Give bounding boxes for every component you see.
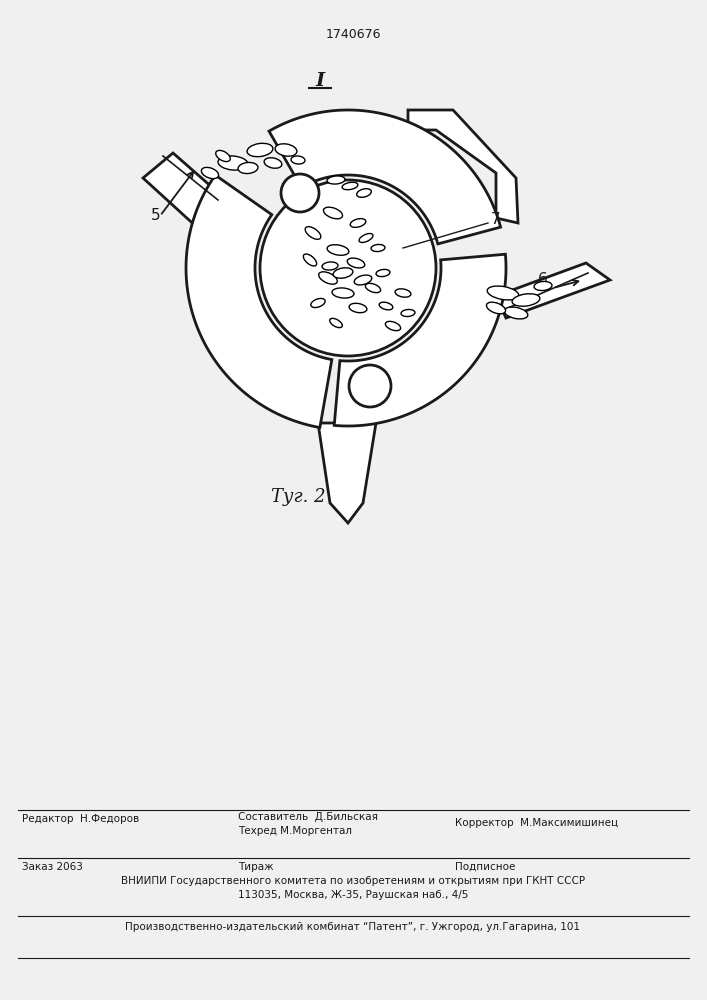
Text: 1740676: 1740676 [325,28,381,41]
Ellipse shape [512,294,540,306]
Ellipse shape [486,302,506,314]
Ellipse shape [327,245,349,255]
Polygon shape [186,175,332,428]
Ellipse shape [319,272,337,284]
Ellipse shape [332,288,354,298]
Ellipse shape [401,309,415,317]
Ellipse shape [247,143,273,157]
Ellipse shape [366,283,380,293]
Text: ВНИИПИ Государственного комитета по изобретениям и открытиям при ГКНТ СССР: ВНИИПИ Государственного комитета по изоб… [121,876,585,886]
Ellipse shape [354,275,372,285]
Ellipse shape [323,207,343,219]
Ellipse shape [291,156,305,164]
Ellipse shape [333,268,353,278]
Ellipse shape [329,318,342,328]
Ellipse shape [395,289,411,297]
Polygon shape [143,153,230,230]
Text: Редактор  Н.Федоров: Редактор Н.Федоров [22,814,139,824]
Text: Производственно-издательский комбинат “Патент”, г. Ужгород, ул.Гагарина, 101: Производственно-издательский комбинат “П… [126,922,580,932]
Text: Подписное: Подписное [455,862,515,872]
Ellipse shape [504,307,528,319]
Ellipse shape [275,144,297,156]
Ellipse shape [349,303,367,313]
Circle shape [349,365,391,407]
Circle shape [260,180,436,356]
Text: Τуг. 2: Τуг. 2 [271,488,325,506]
Text: 7: 7 [491,213,501,228]
Ellipse shape [359,234,373,242]
Text: 6: 6 [538,272,548,288]
Ellipse shape [218,156,248,170]
Ellipse shape [357,189,371,197]
Circle shape [281,174,319,212]
Text: Корректор  М.Максимишинец: Корректор М.Максимишинец [455,818,618,828]
Ellipse shape [347,258,365,268]
Ellipse shape [201,167,218,179]
Ellipse shape [376,269,390,277]
Ellipse shape [342,182,358,190]
Polygon shape [496,263,610,318]
Text: Техред М.Моргентал: Техред М.Моргентал [238,826,352,836]
Ellipse shape [534,281,552,291]
Ellipse shape [379,302,393,310]
Text: Составитель  Д.Бильская: Составитель Д.Бильская [238,812,378,822]
Text: Тираж: Тираж [238,862,274,872]
Ellipse shape [305,227,321,239]
Polygon shape [318,423,376,523]
Text: 5: 5 [151,208,160,223]
Ellipse shape [327,176,345,184]
Ellipse shape [371,244,385,252]
Ellipse shape [322,262,338,270]
Text: Заказ 2063: Заказ 2063 [22,862,83,872]
Polygon shape [408,110,518,223]
Ellipse shape [311,298,325,308]
Polygon shape [269,110,501,244]
Ellipse shape [238,162,258,174]
Ellipse shape [216,150,230,162]
Ellipse shape [487,286,519,300]
Ellipse shape [264,158,282,168]
Ellipse shape [385,321,401,331]
Polygon shape [334,254,506,426]
Ellipse shape [350,219,366,227]
Text: I: I [315,72,325,90]
Ellipse shape [303,254,317,266]
Text: 113035, Москва, Ж-35, Раушская наб., 4/5: 113035, Москва, Ж-35, Раушская наб., 4/5 [238,890,468,900]
